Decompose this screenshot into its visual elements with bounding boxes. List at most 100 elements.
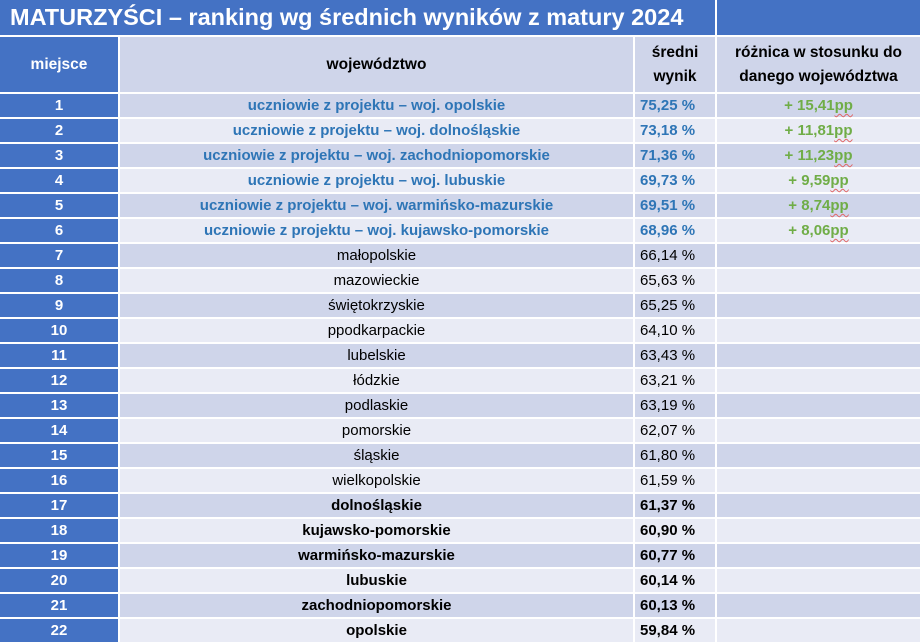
region-cell: pomorskie — [120, 419, 633, 442]
table-title: MATURZYŚCI – ranking wg średnich wyników… — [0, 0, 715, 35]
difference-value: + 8,74 — [788, 197, 831, 214]
difference-cell — [717, 569, 920, 592]
score-cell: 69,73 % — [635, 169, 715, 192]
title-blank-cell — [717, 0, 920, 35]
table-row: 1 uczniowie z projektu – woj. opolskie 75,… — [0, 94, 920, 117]
difference-cell: + 8,06 pp — [717, 219, 920, 242]
table-row: 15 śląskie 61,80 % — [0, 444, 920, 467]
header-difference: różnica w stosunku do danego województwa — [717, 37, 920, 92]
table-row: 6 uczniowie z projektu – woj. kujawsko-po… — [0, 219, 920, 242]
region-cell: opolskie — [120, 619, 633, 642]
score-cell: 68,96 % — [635, 219, 715, 242]
rank-cell: 16 — [0, 469, 118, 492]
region-cell: śląskie — [120, 444, 633, 467]
table-row: 3 uczniowie z projektu – woj. zachodniopo… — [0, 144, 920, 167]
rank-cell: 22 — [0, 619, 118, 642]
rank-cell: 12 — [0, 369, 118, 392]
region-cell: łódzkie — [120, 369, 633, 392]
region-cell: warmińsko-mazurskie — [120, 544, 633, 567]
rank-cell: 10 — [0, 319, 118, 342]
rank-cell: 5 — [0, 194, 118, 217]
difference-cell — [717, 319, 920, 342]
score-cell: 65,63 % — [635, 269, 715, 292]
difference-cell: + 15,41 pp — [717, 94, 920, 117]
region-cell: lubelskie — [120, 344, 633, 367]
difference-cell — [717, 619, 920, 642]
difference-unit: pp — [830, 172, 849, 189]
table-row: 7 małopolskie 66,14 % — [0, 244, 920, 267]
region-cell: uczniowie z projektu – woj. warmińsko-ma… — [120, 194, 633, 217]
score-cell: 63,21 % — [635, 369, 715, 392]
header-score-line2: wynik — [653, 67, 697, 85]
table-row: 9 świętokrzyskie 65,25 % — [0, 294, 920, 317]
difference-cell — [717, 469, 920, 492]
difference-value: + 11,23 — [784, 147, 835, 164]
region-cell: uczniowie z projektu – woj. dolnośląskie — [120, 119, 633, 142]
rank-cell: 18 — [0, 519, 118, 542]
rank-cell: 14 — [0, 419, 118, 442]
table-row: 2 uczniowie z projektu – woj. dolnośląski… — [0, 119, 920, 142]
difference-cell: + 8,74 pp — [717, 194, 920, 217]
table-row: 8 mazowieckie 65,63 % — [0, 269, 920, 292]
region-cell: uczniowie z projektu – woj. kujawsko-pom… — [120, 219, 633, 242]
difference-value: + 15,41 — [784, 97, 835, 114]
difference-value: + 11,81 — [784, 122, 835, 139]
score-cell: 63,19 % — [635, 394, 715, 417]
score-cell: 60,77 % — [635, 544, 715, 567]
region-cell: ppodkarpackie — [120, 319, 633, 342]
score-cell: 60,13 % — [635, 594, 715, 617]
score-cell: 73,18 % — [635, 119, 715, 142]
score-cell: 66,14 % — [635, 244, 715, 267]
score-cell: 63,43 % — [635, 344, 715, 367]
table-row: 12 łódzkie 63,21 % — [0, 369, 920, 392]
difference-cell — [717, 519, 920, 542]
region-cell: wielkopolskie — [120, 469, 633, 492]
header-difference-line2: danego województwa — [739, 67, 898, 85]
rank-cell: 7 — [0, 244, 118, 267]
difference-cell — [717, 494, 920, 517]
rank-cell: 3 — [0, 144, 118, 167]
score-cell: 59,84 % — [635, 619, 715, 642]
score-cell: 75,25 % — [635, 94, 715, 117]
table-row: 5 uczniowie z projektu – woj. warmińsko-m… — [0, 194, 920, 217]
header-score-line1: średni — [651, 43, 699, 61]
header-difference-line1: różnica w stosunku do — [734, 43, 903, 61]
rank-cell: 21 — [0, 594, 118, 617]
rank-cell: 11 — [0, 344, 118, 367]
rank-cell: 19 — [0, 544, 118, 567]
score-cell: 61,59 % — [635, 469, 715, 492]
difference-unit: pp — [834, 97, 853, 114]
rank-cell: 2 — [0, 119, 118, 142]
rank-cell: 4 — [0, 169, 118, 192]
difference-cell — [717, 344, 920, 367]
table-row: 22 opolskie 59,84 % — [0, 619, 920, 642]
rank-cell: 15 — [0, 444, 118, 467]
rank-cell: 8 — [0, 269, 118, 292]
difference-cell — [717, 594, 920, 617]
table-row: 18 kujawsko-pomorskie 60,90 % — [0, 519, 920, 542]
score-cell: 60,14 % — [635, 569, 715, 592]
header-region: województwo — [120, 37, 633, 92]
region-cell: uczniowie z projektu – woj. opolskie — [120, 94, 633, 117]
difference-cell — [717, 294, 920, 317]
difference-cell — [717, 544, 920, 567]
rank-cell: 9 — [0, 294, 118, 317]
difference-unit: pp — [830, 222, 849, 239]
header-score-label: średni wynik — [652, 41, 699, 89]
region-cell: podlaskie — [120, 394, 633, 417]
score-cell: 69,51 % — [635, 194, 715, 217]
header-score: średni wynik — [635, 37, 715, 92]
region-cell: lubuskie — [120, 569, 633, 592]
region-cell: kujawsko-pomorskie — [120, 519, 633, 542]
rank-cell: 13 — [0, 394, 118, 417]
region-cell: świętokrzyskie — [120, 294, 633, 317]
rank-cell: 6 — [0, 219, 118, 242]
score-cell: 61,37 % — [635, 494, 715, 517]
region-cell: mazowieckie — [120, 269, 633, 292]
rank-cell: 20 — [0, 569, 118, 592]
table-row: 14 pomorskie 62,07 % — [0, 419, 920, 442]
rank-cell: 17 — [0, 494, 118, 517]
score-cell: 61,80 % — [635, 444, 715, 467]
table-row: 10 ppodkarpackie 64,10 % — [0, 319, 920, 342]
